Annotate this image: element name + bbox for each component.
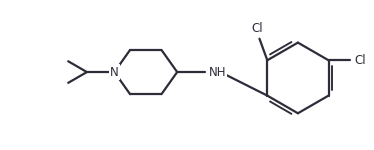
Text: N: N [110, 66, 119, 79]
Text: NH: NH [209, 66, 226, 79]
Text: Cl: Cl [252, 22, 263, 35]
Text: Cl: Cl [354, 54, 366, 67]
